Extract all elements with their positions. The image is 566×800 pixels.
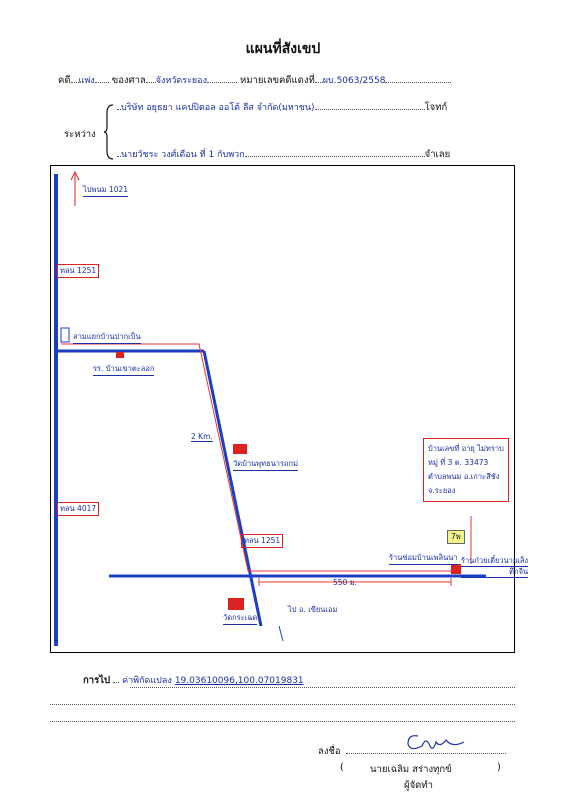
house-info-line-3: ตำบลพนม อ.เกาะสีชัง <box>428 472 500 481</box>
dot-line-3 <box>50 720 515 722</box>
case-type: แพ่ง <box>78 76 95 86</box>
temple2-marker <box>228 598 244 610</box>
junction-label: สามแยกบ้านปากเป็น <box>73 331 141 344</box>
directions-row: การไป ค่าพิกัดแปลง 19.03610096,100.07019… <box>83 673 304 688</box>
distance-2km-label: 2 Km. <box>191 432 213 442</box>
shop1-label: ร้านซ่อมบ้านเพลินนา <box>389 552 458 565</box>
case-number-label: หมายเลขคดีแดงที่ <box>240 75 315 86</box>
school-marker <box>116 352 124 358</box>
court-label: ของศาล <box>111 75 146 86</box>
signature-icon <box>407 735 465 750</box>
signer-paren-close: ) <box>497 762 501 773</box>
arrow-down-line <box>278 625 284 642</box>
signer-name: นายเฉลิม สร่างทุกข์ <box>370 764 452 775</box>
defendant-name: นายวัชระ วงศ์เดือน ที่ 1 กับพวก <box>121 150 245 160</box>
house-marker <box>451 564 461 574</box>
distance-550-label: 550 ม. <box>333 578 358 587</box>
case-info-row: คดี แพ่ง ของศาล จังหวัดระยอง หมายเลขคดีแดง… <box>58 73 452 88</box>
temple1-marker <box>233 444 247 454</box>
plaintiff-name: บริษัท อยุธยา แคปปิตอล ออโต้ ลีส จำกัด(ม… <box>121 103 315 113</box>
map-roads <box>54 170 486 646</box>
sign-label: ลงชื่อ <box>318 746 341 757</box>
sign-line <box>346 752 506 754</box>
plaintiff-role: โจทก์ <box>424 102 448 113</box>
school-label: รร. บ้านเขาตะลอก <box>93 363 155 376</box>
page-title: แผนที่สังเขป <box>245 41 321 57</box>
house-info-box: บ้านเลขที่ อายุ ไม่ทราบ หมู่ ที่ 3 ต. 33… <box>423 438 509 502</box>
case-label: คดี <box>58 75 71 86</box>
house-info-line-1: บ้านเลขที่ อายุ ไม่ทราบ <box>428 444 504 453</box>
directions-label: การไป <box>83 675 110 686</box>
temple1-label: วัดบ้านพุทธนารถกม่ <box>233 458 299 471</box>
coord-label: ค่าพิกัดแปลง <box>122 676 172 686</box>
road-1251-mid-label: ทลน 1251 <box>241 534 284 548</box>
brace-icon <box>103 104 114 160</box>
house-info-line-4: จ.ระยอง <box>428 486 456 495</box>
signer-paren-open: ( <box>340 762 344 773</box>
arrow-up-icon <box>70 170 80 181</box>
between-label: ระหว่าง <box>64 129 96 140</box>
case-number: ผบ.5063/2558 <box>322 76 386 86</box>
house-info-line-2: หมู่ ที่ 3 ต. 33473 <box>428 458 489 467</box>
dot-line-1 <box>130 686 515 688</box>
defendant-row: นายวัชระ วงศ์เดือน ที่ 1 กับพวก จำเลย <box>117 147 450 162</box>
dot-line-2 <box>50 703 515 705</box>
road-4017-label: ทลน 4017 <box>57 502 100 516</box>
temple2-label: วัดกระเฉด <box>223 612 258 625</box>
court-name: จังหวัดระยอง <box>155 76 207 86</box>
coords-value: 19.03610096,100.07019831 <box>174 676 304 686</box>
road-1251-top-label: ทลน 1251 <box>57 264 100 278</box>
shop2-name: ร้านก๋วยเตี๋ยวนายเส็ง <box>461 556 529 567</box>
to-phanom-label: ไปพนม 1021 <box>83 184 129 197</box>
sketch-map: ไปพนม 1021 ทลน 1251 สามแยกบ้านปากเป็น รร… <box>50 165 529 653</box>
shop2-sub: ตึกจีน <box>461 567 529 578</box>
plaintiff-row: บริษัท อยุธยา แคปปิตอล ออโต้ ลีส จำกัด(ม… <box>117 100 447 115</box>
defendant-role: จำเลย <box>424 149 451 160</box>
shop2-label: ร้านก๋วยเตี๋ยวนายเส็ง ตึกจีน <box>461 556 529 578</box>
junction-marker <box>60 327 70 343</box>
tag-badge: 7พ <box>447 530 465 544</box>
road-diagonal <box>202 350 263 627</box>
to-bottom-label: ไป อ. เขียนเอม <box>288 605 338 614</box>
signer-title: ผู้จัดทำ <box>404 780 433 791</box>
route-line <box>61 343 461 572</box>
